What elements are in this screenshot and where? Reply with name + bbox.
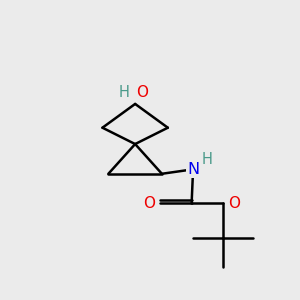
Text: N: N: [187, 162, 199, 177]
Text: O: O: [143, 196, 155, 211]
Text: O: O: [228, 196, 240, 211]
Text: H: H: [202, 152, 213, 167]
Text: H: H: [118, 85, 129, 100]
Text: O: O: [136, 85, 148, 100]
